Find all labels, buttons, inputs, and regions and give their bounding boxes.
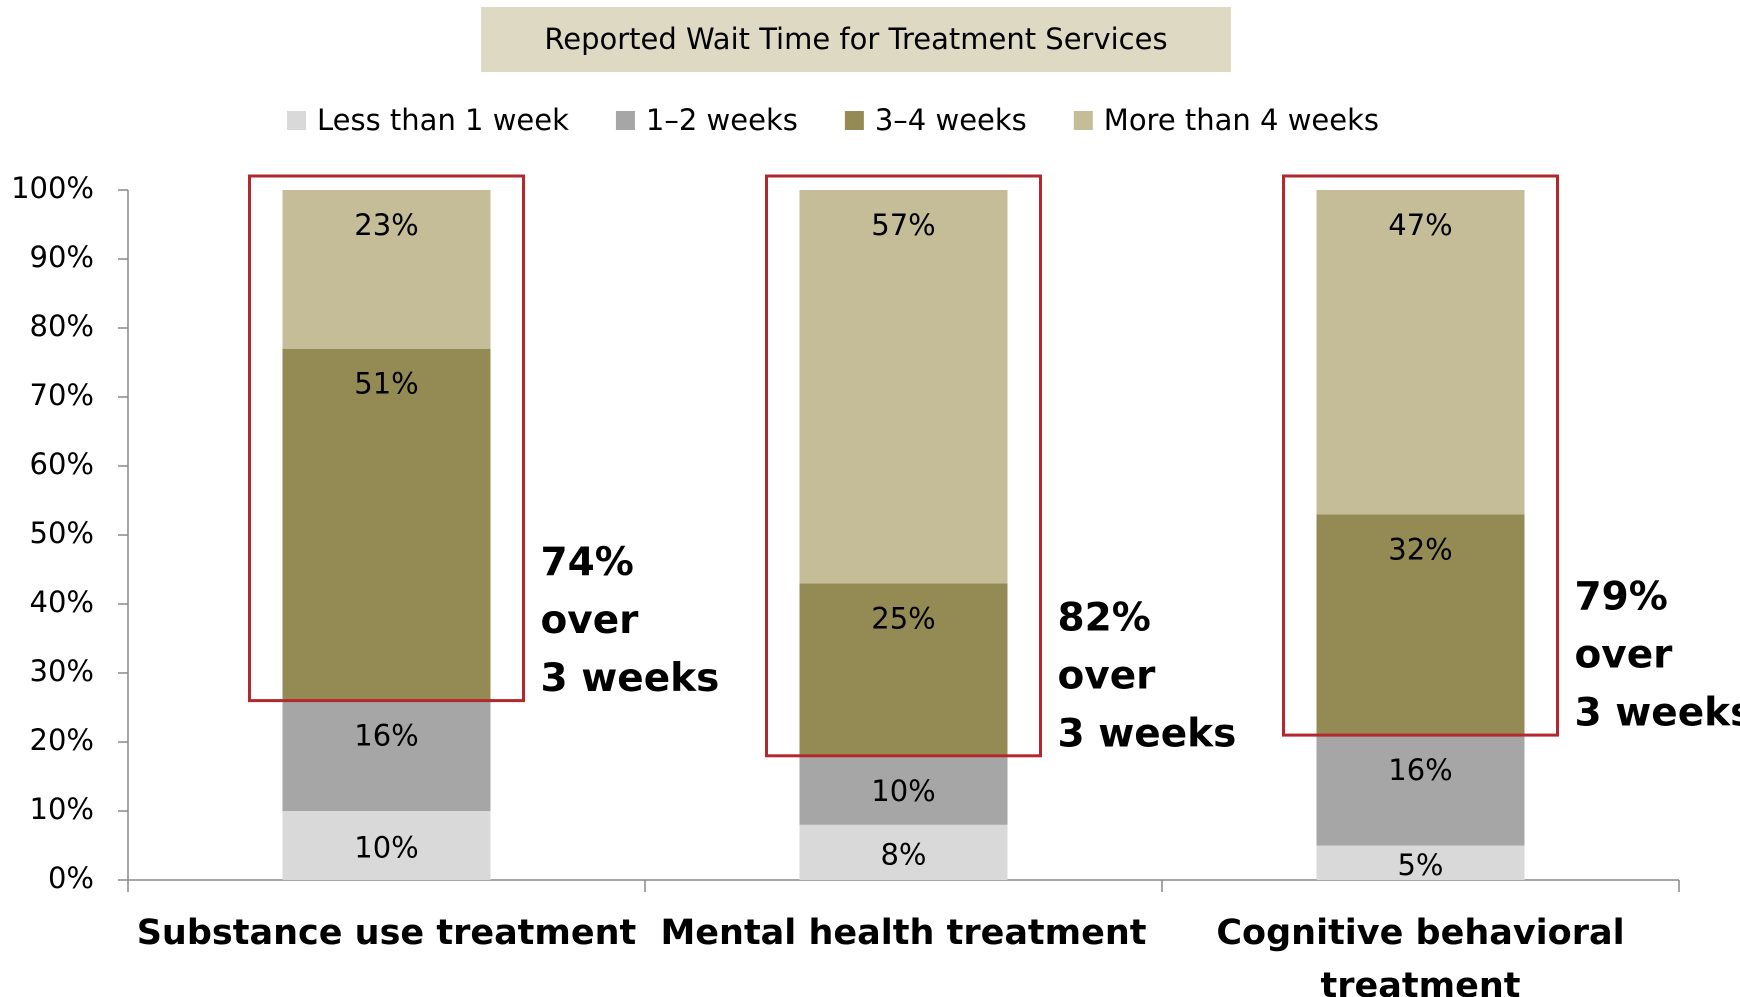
y-tick-label: 0% [48,861,94,895]
legend-swatch [844,111,864,130]
value-label: 10% [871,774,935,808]
value-label: 8% [880,837,926,871]
legend-label: More than 4 weeks [1104,103,1379,137]
bar-segment [799,190,1008,584]
x-tick-label: Cognitive behavioral treatment [1216,913,1624,997]
annotation: 3 weeks [541,656,720,701]
legend-label: Less than 1 week [317,103,569,137]
y-tick-label: 70% [30,378,94,412]
value-label: 5% [1397,848,1443,882]
legend-label: 3–4 weeks [875,103,1027,137]
title-box [481,7,1231,72]
bar-segment [799,583,1008,756]
y-tick-label: 100% [11,171,94,205]
bar-segment [1316,514,1525,736]
y-tick-label: 90% [30,240,94,274]
x-tick-label-line: Cognitive behavioral [1216,913,1624,953]
y-tick-label: 80% [30,309,94,343]
y-tick-label: 20% [30,723,94,757]
bar-segment [282,700,491,811]
value-label: 23% [354,208,418,242]
value-label: 16% [354,719,418,753]
x-tick-label: Substance use treatment [137,913,637,953]
bar-segment [1316,735,1525,846]
annotation: over [1575,633,1674,678]
y-tick-label: 50% [30,516,94,550]
value-label: 10% [354,831,418,865]
annotation-box [765,174,1042,758]
value-label: 16% [1388,753,1452,787]
y-tick-label: 30% [30,654,94,688]
x-tick-label-line: treatment [1321,966,1521,997]
y-tick-label: 60% [30,447,94,481]
bar-segment [799,755,1008,825]
x-tick-label: Mental health treatment [660,913,1146,953]
annotation-box [248,174,525,703]
annotation: over [1058,653,1157,698]
annotation: 79% [1575,575,1668,620]
value-label: 57% [871,208,935,242]
legend-swatch [1073,111,1093,130]
annotation: 82% [1058,595,1151,640]
annotation: over [541,598,640,643]
bar-segment [1316,845,1525,880]
legend-label: 1–2 weeks [646,103,798,137]
value-label: 47% [1388,208,1452,242]
value-label: 51% [354,367,418,401]
bar-segment [799,824,1008,880]
chart-title: Reported Wait Time for Treatment Service… [544,22,1167,56]
bar-segment [282,811,491,880]
legend-swatch [287,111,306,130]
annotation: 74% [541,540,634,585]
y-tick-label: 40% [30,585,94,619]
bar-segment [1316,190,1525,515]
annotation: 3 weeks [1058,711,1237,756]
value-label: 25% [871,601,935,635]
value-label: 32% [1388,532,1452,566]
bar-segment [282,348,491,701]
legend-swatch [615,111,635,130]
bar-segment [282,190,491,349]
annotation: 3 weeks [1575,691,1740,736]
y-tick-label: 10% [30,792,94,826]
annotation-box [1282,174,1559,737]
